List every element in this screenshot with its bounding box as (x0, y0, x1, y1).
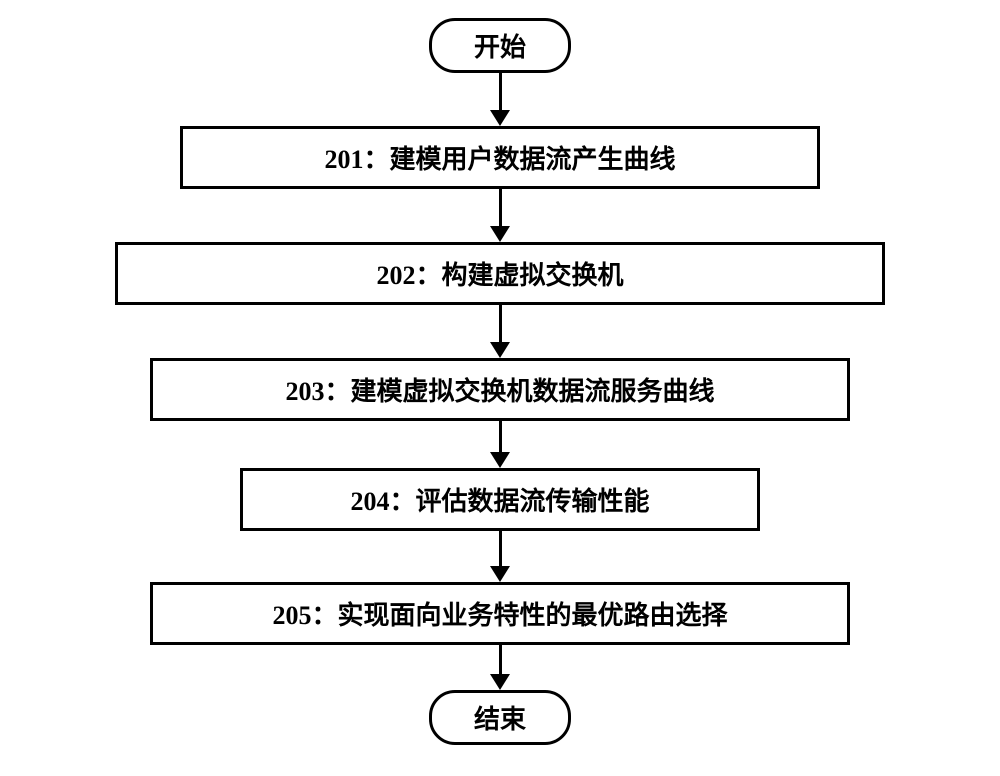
end-label: 结束 (474, 705, 526, 734)
step-205-label: 205：实现面向业务特性的最优路由选择 (272, 601, 727, 630)
end-terminal: 结束 (429, 690, 571, 745)
arrow-5 (490, 531, 510, 582)
arrow-head-icon (490, 452, 510, 468)
arrow-line (499, 73, 502, 111)
arrow-head-icon (490, 566, 510, 582)
step-203: 203：建模虚拟交换机数据流服务曲线 (150, 358, 850, 421)
arrow-head-icon (490, 342, 510, 358)
arrow-2 (490, 189, 510, 242)
arrow-line (499, 645, 502, 675)
arrow-6 (490, 645, 510, 690)
arrow-line (499, 531, 502, 567)
step-202: 202：构建虚拟交换机 (115, 242, 885, 305)
start-terminal: 开始 (429, 18, 571, 73)
step-203-label: 203：建模虚拟交换机数据流服务曲线 (285, 377, 714, 406)
arrow-3 (490, 305, 510, 358)
arrow-head-icon (490, 674, 510, 690)
step-204-label: 204：评估数据流传输性能 (350, 487, 649, 516)
step-202-label: 202：构建虚拟交换机 (376, 261, 623, 290)
step-204: 204：评估数据流传输性能 (240, 468, 760, 531)
step-201: 201：建模用户数据流产生曲线 (180, 126, 820, 189)
start-label: 开始 (474, 33, 526, 62)
arrow-head-icon (490, 110, 510, 126)
step-201-label: 201：建模用户数据流产生曲线 (324, 145, 675, 174)
arrow-4 (490, 421, 510, 468)
arrow-1 (490, 73, 510, 126)
arrow-line (499, 305, 502, 343)
arrow-line (499, 189, 502, 227)
step-205: 205：实现面向业务特性的最优路由选择 (150, 582, 850, 645)
arrow-line (499, 421, 502, 453)
arrow-head-icon (490, 226, 510, 242)
